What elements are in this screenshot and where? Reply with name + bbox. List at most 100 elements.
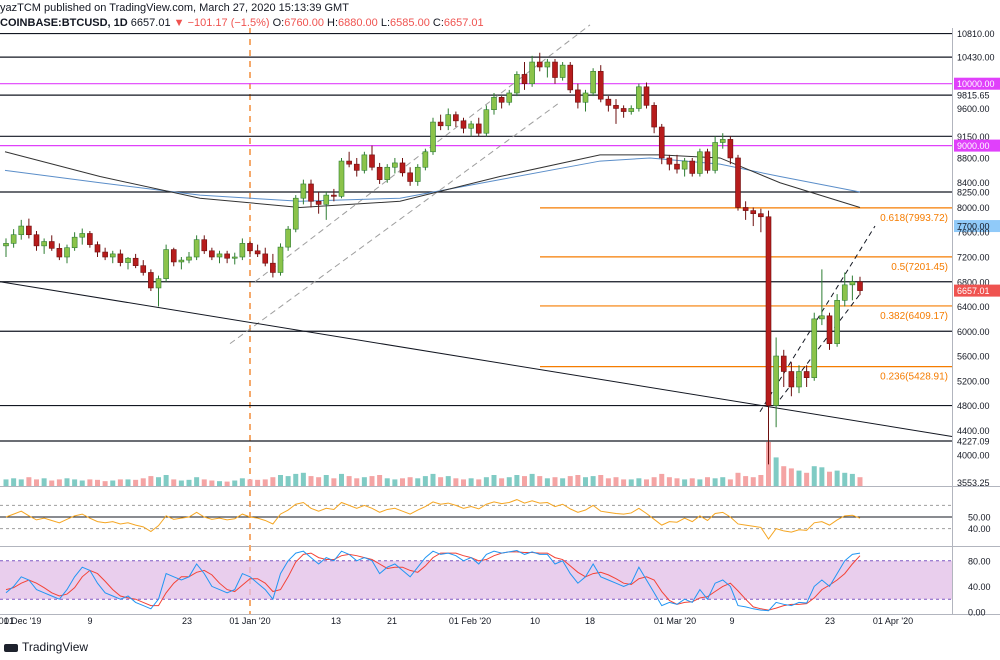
- candle-body: [407, 172, 413, 182]
- volume-bar: [117, 479, 123, 486]
- volume-bar: [461, 479, 466, 486]
- candle-body: [422, 151, 429, 168]
- volume-bar: [56, 479, 62, 486]
- candle-body: [773, 355, 779, 406]
- volume-bar: [590, 476, 596, 486]
- volume-bar: [247, 479, 253, 486]
- volume-bar: [514, 475, 520, 486]
- volume-bar: [682, 479, 688, 486]
- volume-bar: [430, 473, 436, 486]
- candle-body: [788, 371, 795, 388]
- axis-label-bg: [954, 220, 1000, 233]
- candle-body: [849, 281, 856, 286]
- candle-body: [94, 244, 101, 253]
- candle-body: [369, 154, 375, 168]
- candle-body: [71, 236, 78, 249]
- volume-bar: [651, 477, 657, 486]
- volume-bar: [468, 478, 474, 486]
- candle-body: [239, 243, 246, 258]
- candle-body: [262, 253, 269, 264]
- candle-body: [826, 315, 833, 344]
- rsi-axis-label: 50.00: [968, 513, 991, 523]
- volume-bar: [438, 477, 444, 486]
- time-axis-label: 21: [387, 616, 397, 626]
- candle-body: [270, 262, 276, 273]
- low-label: L:: [380, 17, 391, 29]
- price-axis-label: 8000.00: [957, 203, 990, 213]
- candle-body: [491, 97, 497, 110]
- volume-bar: [666, 477, 672, 486]
- price-axis-label: 9600.00: [957, 104, 990, 114]
- candle-body: [704, 151, 711, 171]
- volume-bar: [133, 479, 139, 486]
- time-axis-label: 01 Apr '20: [873, 616, 913, 626]
- volume-bar: [407, 477, 413, 486]
- candle-body: [224, 253, 230, 259]
- volume-bar: [445, 476, 451, 486]
- candle-body: [3, 243, 9, 247]
- stoch-k-line: [5, 550, 861, 612]
- rising-channel-dashed: [759, 225, 876, 412]
- volume-bar: [308, 476, 314, 486]
- candle-body: [323, 194, 330, 205]
- volume-bar: [583, 477, 588, 486]
- volume-bar: [628, 479, 634, 486]
- volume-bar: [804, 472, 810, 486]
- volume-bar: [773, 457, 779, 486]
- candle-body: [498, 97, 505, 103]
- candle-body: [544, 61, 551, 68]
- volume-bar: [506, 477, 512, 486]
- publisher-name: yazTCM: [0, 2, 41, 14]
- price-axis-label: 7200.00: [957, 253, 990, 263]
- candle-body: [742, 207, 749, 211]
- volume-bar: [384, 478, 390, 486]
- candle-body: [636, 86, 642, 109]
- candle-body: [841, 284, 848, 301]
- volume-bar: [171, 479, 177, 486]
- candle-body: [247, 243, 253, 252]
- price-axis-label: 10810.00: [957, 29, 995, 39]
- axis-label-bg: [954, 139, 1000, 152]
- volume-bar: [87, 479, 93, 486]
- volume-bar: [285, 476, 291, 486]
- candle-body: [56, 248, 63, 258]
- volume-bar: [750, 477, 756, 486]
- volume-bar: [621, 479, 627, 486]
- volume-bar: [209, 480, 215, 486]
- candle-body: [536, 61, 543, 68]
- fib-level-label: 0.382(6409.17): [880, 311, 948, 322]
- fib-level-label: 0.236(5428.91): [880, 372, 948, 383]
- close-value: 6657.01: [443, 17, 484, 29]
- symbol-label: COINBASE:BTCUSD, 1D: [0, 17, 128, 29]
- candle-body: [361, 154, 368, 171]
- volume-bar: [491, 475, 497, 486]
- candle-body: [712, 142, 718, 171]
- price-axis-label: 3553.25: [957, 478, 990, 488]
- time-axis-label: 01 Feb '20: [449, 616, 491, 626]
- price-axis-label: 10000.00: [957, 79, 995, 89]
- price-axis-label: 9000.00: [957, 141, 990, 151]
- time-axis-label: 01 Dec '19: [0, 616, 41, 626]
- price-axis-label: 10430.00: [957, 53, 995, 63]
- tradingview-logo[interactable]: TradingView: [4, 640, 88, 654]
- candle-body: [765, 216, 772, 406]
- volume-bar: [110, 480, 116, 486]
- rsi-axis-label: 40.00: [968, 524, 991, 534]
- candle-body: [834, 300, 840, 344]
- candle-body: [857, 281, 863, 291]
- volume-bar: [522, 476, 527, 486]
- volume-bar: [41, 478, 47, 486]
- time-axis-label: 23: [182, 616, 192, 626]
- candle-body: [353, 163, 360, 171]
- volume-bar: [361, 477, 367, 486]
- volume-bar: [705, 477, 710, 486]
- volume-bar: [499, 478, 505, 486]
- price-axis-label: 8800.00: [957, 153, 990, 163]
- volume-bar: [598, 475, 604, 486]
- candle-body: [582, 92, 589, 103]
- volume-bar: [300, 472, 306, 486]
- candle-body: [559, 64, 566, 78]
- volume-bar: [72, 479, 78, 486]
- candle-body: [453, 114, 459, 122]
